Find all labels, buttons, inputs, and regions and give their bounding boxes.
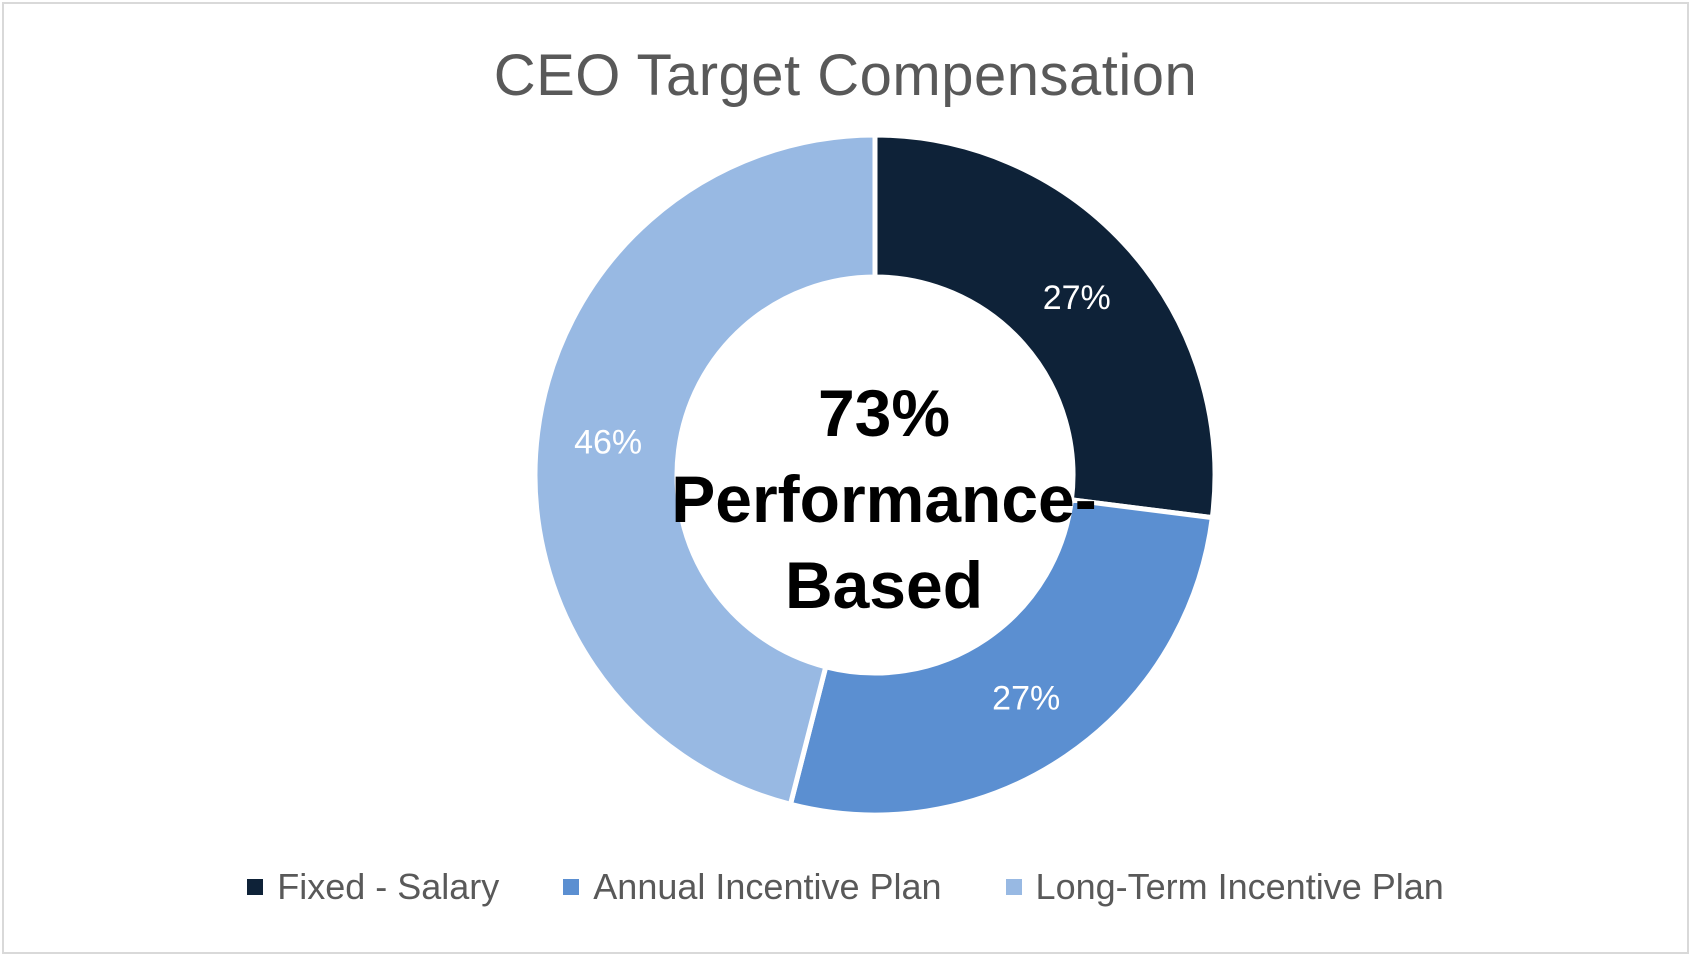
slice-label-fixed-salary: 27% bbox=[1043, 279, 1111, 317]
legend-swatch-annual-incentive bbox=[563, 879, 580, 895]
legend-label-long-term-incentive: Long-Term Incentive Plan bbox=[1035, 866, 1444, 907]
legend-item-annual-incentive: Annual Incentive Plan bbox=[563, 866, 942, 908]
legend-label-fixed-salary: Fixed - Salary bbox=[277, 866, 500, 907]
slice-label-long-term-incentive: 46% bbox=[574, 423, 642, 461]
center-label-percent: 73% bbox=[817, 376, 951, 450]
center-label-line2: Performance- bbox=[671, 462, 1097, 536]
legend-item-long-term-incentive: Long-Term Incentive Plan bbox=[1005, 866, 1444, 908]
center-label: 73% Performance- Based bbox=[624, 370, 1144, 628]
slices-layer bbox=[532, 132, 1218, 818]
chart-title: CEO Target Compensation bbox=[493, 43, 1198, 108]
donut-slice-annual-incentive bbox=[787, 497, 1216, 818]
legend-swatch-fixed-salary bbox=[247, 879, 264, 895]
donut-chart: 27% 27% 46% bbox=[532, 132, 1218, 818]
donut-slice-fixed-salary bbox=[872, 132, 1218, 521]
slice-labels-layer: 27% 27% 46% bbox=[574, 279, 1111, 717]
legend-item-fixed-salary: Fixed - Salary bbox=[247, 866, 499, 908]
slice-label-annual-incentive: 27% bbox=[992, 679, 1060, 717]
center-label-line3: Based bbox=[784, 548, 984, 622]
chart-legend: Fixed - Salary Annual Incentive Plan Lon… bbox=[4, 866, 1687, 908]
donut-slice-long-term-incentive bbox=[532, 132, 878, 808]
legend-swatch-long-term-incentive bbox=[1005, 879, 1022, 895]
legend-label-annual-incentive: Annual Incentive Plan bbox=[593, 866, 942, 907]
